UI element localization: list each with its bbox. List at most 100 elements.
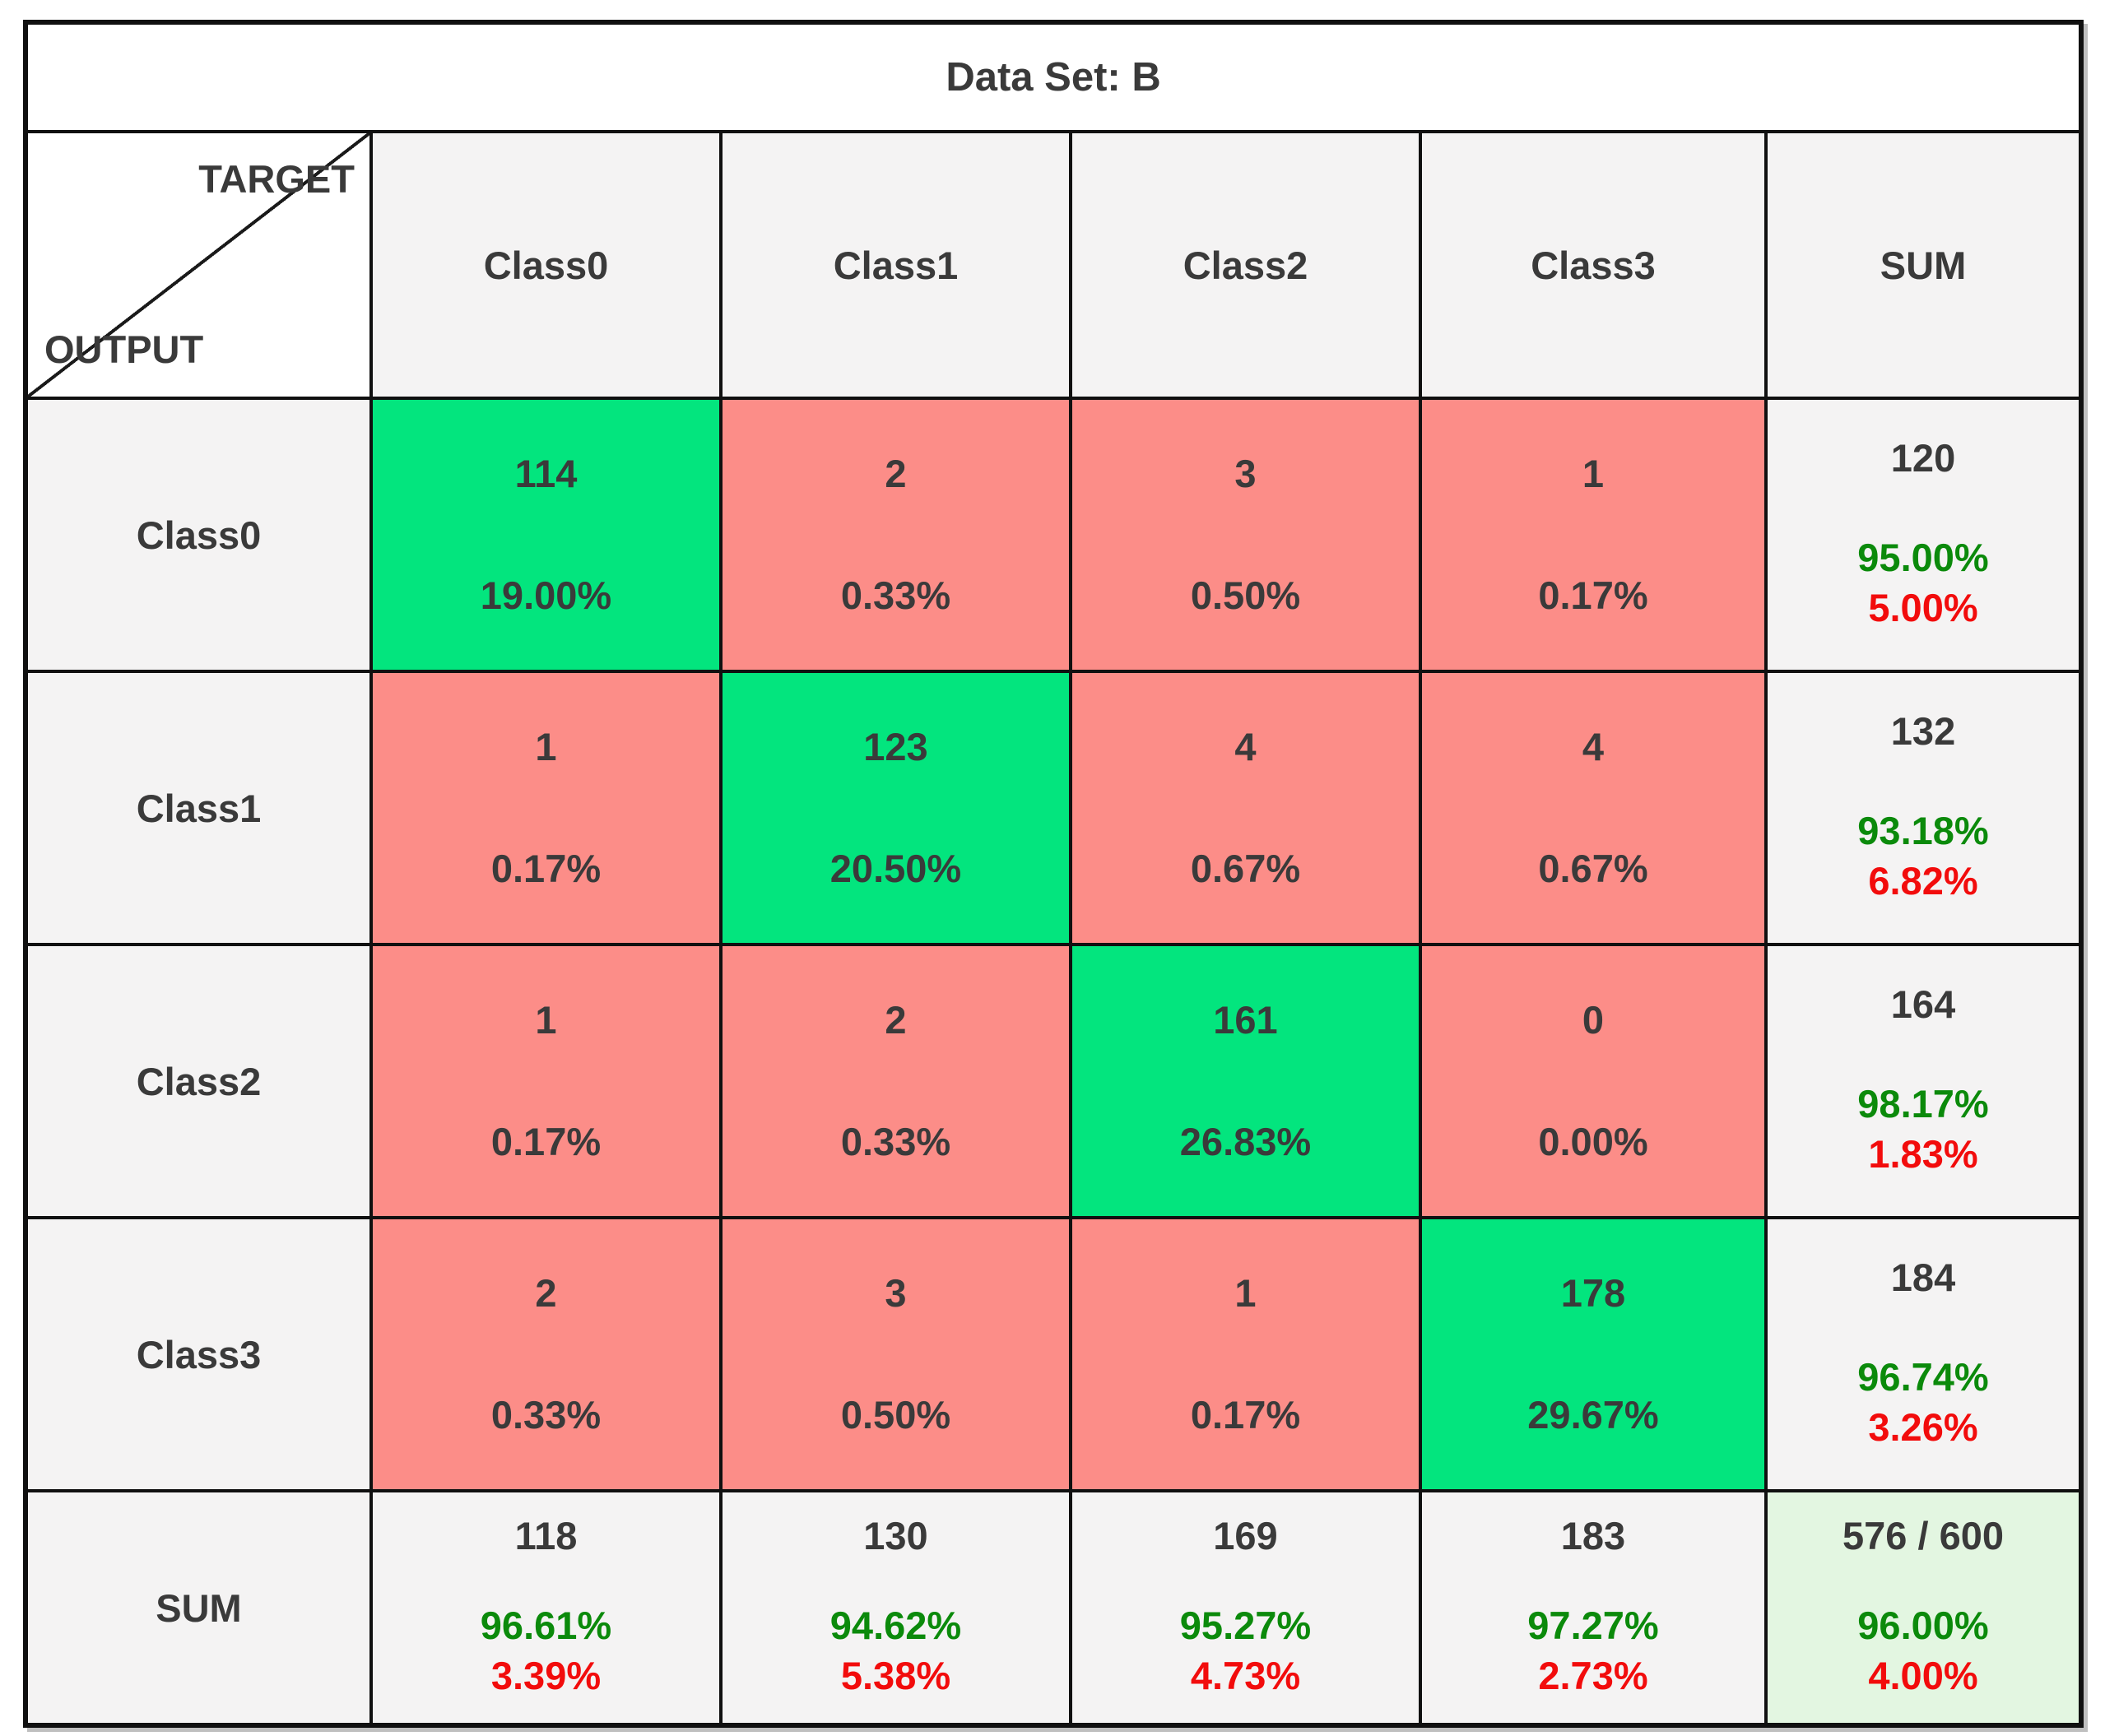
cell-percent: 20.50% [829,847,962,890]
sum-count: 118 [514,1514,578,1558]
cell-count: 161 [1213,998,1278,1042]
row-sum-cell-1: 132 93.18% 6.82% [1763,670,2084,946]
matrix-cell-1-1: 123 20.50% [719,670,1072,946]
axis-corner-cell: TARGET OUTPUT [24,130,373,400]
column-header-class1: Class1 [719,130,1072,400]
cell-percent: 19.00% [480,573,612,617]
cell-percent: 0.67% [1190,847,1301,890]
cell-count: 4 [1234,725,1257,769]
total-count: 576 / 600 [1842,1514,2005,1558]
matrix-cell-2-0: 1 0.17% [369,943,723,1219]
total-cell: 576 / 600 96.00% 4.00% [1763,1489,2084,1727]
row-class1: Class1 1 0.17% 123 20.50% 4 0.67% 4 0.67% 13… [24,670,2084,946]
accuracy-percent: 98.17% [1857,1081,1989,1126]
overall-error-percent: 4.00% [1868,1653,1978,1697]
matrix-cell-3-0: 2 0.33% [369,1216,723,1492]
cell-percent: 0.33% [840,573,951,617]
matrix-cell-2-3: 0 0.00% [1419,943,1768,1219]
cell-percent: 0.17% [490,847,602,890]
cell-count: 1 [1234,1271,1257,1316]
error-percent: 6.82% [1868,858,1978,903]
row-header-class0: Class0 [24,397,373,673]
page-title: Data Set: B [23,21,2084,133]
cell-count: 2 [885,452,907,496]
overall-accuracy-percent: 96.00% [1857,1603,1989,1647]
accuracy-percent: 93.18% [1857,808,1989,852]
error-percent: 5.00% [1868,585,1978,629]
cell-count: 1 [1582,452,1605,496]
cell-count: 114 [514,452,578,496]
col-sum-cell-3: 183 97.27% 2.73% [1419,1489,1768,1727]
cell-count: 3 [885,1271,907,1316]
cell-count: 4 [1582,725,1605,769]
row-sum-cell-0: 120 95.00% 5.00% [1763,397,2084,673]
col-sum-cell-1: 130 94.62% 5.38% [719,1489,1072,1727]
error-percent: 4.73% [1190,1653,1301,1697]
matrix-cell-2-1: 2 0.33% [719,943,1072,1219]
title-row: Data Set: B [23,21,2084,133]
sum-count: 184 [1890,1256,1956,1300]
accuracy-percent: 94.62% [829,1603,962,1647]
cell-percent: 0.50% [840,1393,951,1437]
target-axis-label: TARGET [198,157,355,201]
row-class0: Class0 114 19.00% 2 0.33% 3 0.50% 1 0.17% 12… [24,397,2084,673]
row-sum-cell-2: 164 98.17% 1.83% [1763,943,2084,1219]
column-header-class3: Class3 [1419,130,1768,400]
row-header-class1: Class1 [24,670,373,946]
error-percent: 5.38% [840,1653,951,1697]
cell-count: 3 [1234,452,1257,496]
matrix-cell-0-2: 3 0.50% [1069,397,1422,673]
row-header-class2: Class2 [24,943,373,1219]
column-header-class2: Class2 [1069,130,1422,400]
error-percent: 1.83% [1868,1131,1978,1176]
column-header-class0: Class0 [369,130,723,400]
accuracy-percent: 96.61% [480,1603,612,1647]
sum-count: 120 [1890,436,1956,480]
output-axis-label: OUTPUT [44,327,204,371]
matrix-cell-0-0: 114 19.00% [369,397,723,673]
cell-percent: 0.33% [490,1393,602,1437]
row-sum: SUM 118 96.61% 3.39% 130 94.62% 5.38% 16 [24,1489,2084,1727]
matrix-cell-2-2: 161 26.83% [1069,943,1422,1219]
cell-count: 123 [863,725,928,769]
matrix-cell-0-3: 1 0.17% [1419,397,1768,673]
cell-percent: 29.67% [1527,1393,1659,1437]
sum-count: 130 [863,1514,928,1558]
row-class2: Class2 1 0.17% 2 0.33% 161 26.83% 0 0.00% 16… [24,943,2084,1219]
cell-count: 0 [1582,998,1605,1042]
row-class3: Class3 2 0.33% 3 0.50% 1 0.17% 178 29.67% 18… [24,1216,2084,1492]
header-row: TARGET OUTPUT Class0 Class1 Class2 Class… [24,130,2084,400]
confusion-matrix: Data Set: B TARGET OUTPUT Class0 Class1 … [23,20,2084,1728]
cell-percent: 0.50% [1190,573,1301,617]
error-percent: 3.26% [1868,1404,1978,1449]
accuracy-percent: 97.27% [1527,1603,1659,1647]
error-percent: 2.73% [1538,1653,1648,1697]
accuracy-percent: 95.00% [1857,535,1989,579]
cell-percent: 0.17% [490,1120,602,1163]
row-header-sum: SUM [24,1489,373,1727]
sum-count: 183 [1560,1514,1626,1558]
matrix-cell-1-2: 4 0.67% [1069,670,1422,946]
cell-count: 2 [535,1271,557,1316]
matrix-cell-0-1: 2 0.33% [719,397,1072,673]
column-header-sum: SUM [1763,130,2084,400]
accuracy-percent: 96.74% [1857,1354,1989,1399]
row-sum-cell-3: 184 96.74% 3.26% [1763,1216,2084,1492]
cell-percent: 0.17% [1538,573,1648,617]
sum-count: 164 [1890,982,1956,1027]
cell-count: 2 [885,998,907,1042]
cell-count: 1 [535,725,557,769]
cell-percent: 0.67% [1538,847,1648,890]
cell-percent: 0.17% [1190,1393,1301,1437]
confusion-matrix-table: Data Set: B TARGET OUTPUT Class0 Class1 … [23,20,2084,1728]
col-sum-cell-2: 169 95.27% 4.73% [1069,1489,1422,1727]
sum-count: 169 [1213,1514,1278,1558]
cell-percent: 0.33% [840,1120,951,1163]
cell-count: 178 [1560,1271,1626,1316]
col-sum-cell-0: 118 96.61% 3.39% [369,1489,723,1727]
matrix-cell-3-1: 3 0.50% [719,1216,1072,1492]
sum-count: 132 [1890,709,1956,754]
matrix-cell-1-0: 1 0.17% [369,670,723,946]
matrix-cell-3-2: 1 0.17% [1069,1216,1422,1492]
matrix-cell-1-3: 4 0.67% [1419,670,1768,946]
